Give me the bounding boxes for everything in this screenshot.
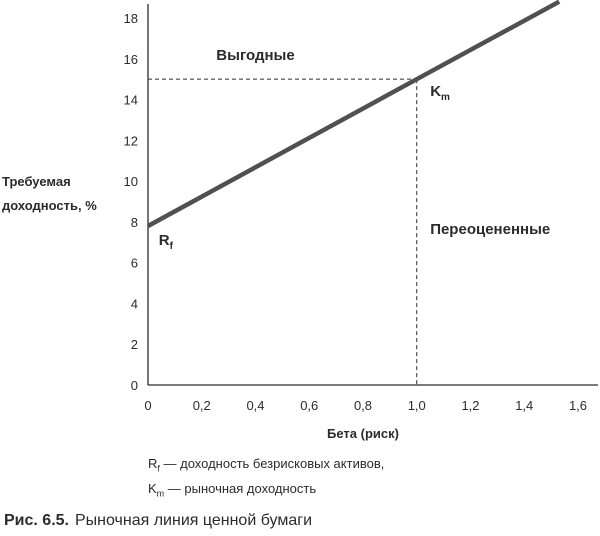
y-tick-label: 12 bbox=[124, 133, 138, 148]
y-axis-title-line1: Требуемая bbox=[2, 174, 71, 189]
y-tick-label: 14 bbox=[124, 93, 138, 108]
legend-rf-text: — доходность безрисковых активов, bbox=[159, 456, 385, 471]
y-tick-label: 10 bbox=[124, 174, 138, 189]
x-tick-label: 1,4 bbox=[515, 398, 533, 413]
legend: Rf — доходность безрисковых активов, Km … bbox=[148, 454, 384, 503]
y-tick-label: 18 bbox=[124, 11, 138, 26]
risk-free-rate-label: Rf bbox=[159, 232, 174, 252]
x-tick-label: 0,8 bbox=[354, 398, 372, 413]
overvalued-region-label: Переоцененные bbox=[430, 221, 550, 238]
y-tick-label: 6 bbox=[131, 256, 138, 271]
legend-rf-subscript: f bbox=[157, 463, 160, 474]
y-tick-label: 0 bbox=[131, 378, 138, 393]
y-tick-label: 8 bbox=[131, 215, 138, 230]
km-subscript: m bbox=[441, 92, 450, 103]
y-tick-label: 2 bbox=[131, 337, 138, 352]
km-main: K bbox=[430, 83, 441, 100]
y-axis-ticks: 0 2 4 6 8 10 12 14 16 18 bbox=[124, 11, 138, 393]
rf-subscript: f bbox=[170, 241, 174, 252]
y-tick-label: 16 bbox=[124, 52, 138, 67]
legend-line-km: Km — рыночная доходность bbox=[148, 479, 384, 504]
y-tick-label: 4 bbox=[131, 296, 138, 311]
legend-km-text: — рыночная доходность bbox=[164, 480, 317, 496]
legend-rf-symbol: R bbox=[148, 456, 158, 471]
y-axis-title-line2: доходность, % bbox=[2, 198, 97, 213]
rf-main: R bbox=[159, 232, 170, 249]
security-market-line-group bbox=[146, 0, 561, 228]
x-tick-label: 0 bbox=[144, 398, 151, 413]
legend-line-rf: Rf — доходность безрисковых активов, bbox=[148, 454, 384, 479]
x-tick-label: 0,6 bbox=[300, 398, 318, 413]
figure-title: Рыночная линия ценной бумаги bbox=[74, 512, 313, 529]
legend-km-subscript: m bbox=[156, 488, 165, 499]
x-tick-label: 1,0 bbox=[408, 398, 426, 413]
x-tick-label: 1,6 bbox=[569, 398, 587, 413]
legend-km-symbol: K bbox=[148, 480, 157, 496]
security-market-line bbox=[146, 0, 561, 228]
figure-number: Рис. 6.5. bbox=[4, 512, 69, 529]
market-return-label: Km bbox=[430, 83, 450, 103]
sml-chart: 0 2 4 6 8 10 12 14 16 18 0 0,2 0,4 0,6 0,8 1,0 1,2 1,4 1,… bbox=[2, 0, 598, 441]
x-tick-label: 0,4 bbox=[246, 398, 264, 413]
x-axis-ticks: 0 0,2 0,4 0,6 0,8 1,0 1,2 1,4 1,6 bbox=[144, 398, 587, 413]
x-tick-label: 1,2 bbox=[461, 398, 479, 413]
undervalued-region-label: Выгодные bbox=[216, 47, 294, 64]
x-axis-title: Бета (риск) bbox=[327, 426, 399, 441]
x-tick-label: 0,2 bbox=[193, 398, 211, 413]
figure-caption: Рис. 6.5. Рыночная линия ценной бумаги bbox=[4, 512, 312, 530]
